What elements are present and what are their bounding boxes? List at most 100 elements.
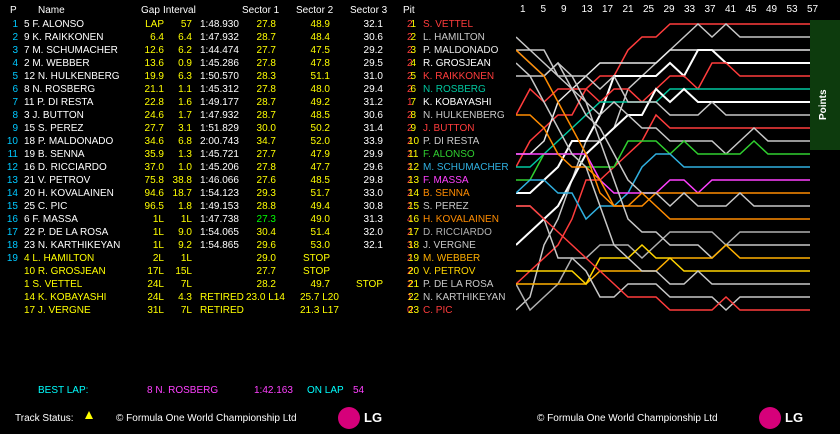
sector-1: 29.6: [256, 240, 276, 251]
interval: 38.8: [172, 175, 192, 186]
sector-1: 27.8: [256, 162, 276, 173]
interval: 6.3: [178, 71, 192, 82]
position: 3: [12, 45, 18, 56]
pit-stops: 2: [407, 32, 413, 43]
points-tab[interactable]: Points: [810, 20, 840, 150]
driver-name: 6 F. MASSA: [24, 214, 78, 225]
sector-3: 33.9: [363, 136, 383, 147]
driver-name: 14 K. KOBAYASHI: [24, 292, 107, 303]
interval: 6.8: [178, 136, 192, 147]
gap: 27.7: [144, 123, 164, 134]
copyright-right: © Formula One World Championship Ltd: [537, 413, 718, 424]
gap: 1L: [152, 240, 164, 251]
table-row: 15 25 C. PIC 96.5 1.8 1:49.153 28.8 49.4 30.8 2: [0, 200, 515, 213]
sector-2: 49.4: [310, 201, 330, 212]
track-status-warning-icon: [84, 410, 94, 424]
gap: 24L: [147, 279, 164, 290]
sector-2: 51.1: [310, 71, 330, 82]
sector-2: 52.0: [310, 136, 330, 147]
standing-driver: S. VETTEL: [423, 19, 474, 30]
pit-stops: 2: [407, 162, 413, 173]
lap-tick-label: 41: [725, 4, 737, 15]
points-label: Points: [818, 89, 829, 120]
standing-position: 4: [410, 58, 416, 69]
table-row: 7 11 P. DI RESTA 22.8 1.6 1:49.177 28.7 49.2 31…: [0, 96, 515, 109]
last-lap: 1:50.570: [200, 71, 239, 82]
position-trace: [516, 61, 810, 116]
driver-name: 7 M. SCHUMACHER: [24, 45, 118, 56]
header-pit: Pit: [403, 5, 415, 16]
pit-stops: 2: [407, 279, 413, 290]
driver-name: 15 S. PEREZ: [24, 123, 84, 134]
gap: 1L: [152, 227, 164, 238]
standing-position: 6: [410, 84, 416, 95]
sector-1: 28.2: [256, 279, 276, 290]
sector-3: 30.8: [363, 201, 383, 212]
best-lap-driver: 8 N. ROSBERG: [147, 385, 219, 396]
sector-2: 25.7 L20: [300, 292, 339, 303]
table-row: 14 K. KOBAYASHI 24L 4.3 RETIRED 23.0 L14 25.7…: [0, 291, 515, 304]
table-row: 4 2 M. WEBBER 13.6 0.9 1:45.286 27.8 47.8 29.5 2: [0, 57, 515, 70]
interval: 4.3: [178, 292, 192, 303]
lap-tick-label: 9: [561, 4, 567, 15]
sector-2: 47.5: [310, 45, 330, 56]
sector-1: 27.7: [256, 266, 276, 277]
last-lap: RETIRED: [200, 292, 244, 303]
sector-2: 21.3 L17: [300, 305, 339, 316]
position: 13: [6, 175, 18, 186]
position: 11: [7, 149, 18, 160]
pit-stops: 2: [407, 58, 413, 69]
sector-1: 28.7: [256, 32, 276, 43]
interval: 1L: [180, 253, 192, 264]
standing-driver: F. ALONSO: [423, 149, 475, 160]
sector-2: 49.7: [310, 279, 330, 290]
pit-stops: 2: [407, 227, 413, 238]
position: 2: [12, 32, 18, 43]
last-lap: 1:45.286: [200, 58, 239, 69]
sector-1: 28.3: [256, 71, 276, 82]
standing-position: 3: [410, 45, 416, 56]
standing-position: 14: [408, 188, 420, 199]
standing-position: 15: [408, 201, 420, 212]
pit-stops: 2: [407, 84, 413, 95]
table-row: 17 22 P. DE LA ROSA 1L 9.0 1:54.065 30.4 51.4 3…: [0, 226, 515, 239]
position: 1: [12, 19, 18, 30]
sector-3: 32.1: [363, 19, 383, 30]
position-trace: [516, 113, 810, 285]
position-trace: [516, 205, 810, 312]
driver-name: 17 J. VERGNE: [24, 305, 91, 316]
standing-position: 9: [410, 123, 416, 134]
pit-stops: 2: [407, 19, 413, 30]
position: 8: [12, 110, 18, 121]
standing-driver: D. RICCIARDO: [423, 227, 492, 238]
position: 15: [6, 201, 18, 212]
sector-3: 29.5: [363, 58, 383, 69]
table-row: 18 23 N. KARTHIKEYAN 1L 9.2 1:54.865 29.6 53.0…: [0, 239, 515, 252]
sector-3: 32.0: [363, 227, 383, 238]
last-lap: 1:45.721: [200, 149, 239, 160]
lg-logo-icon: [759, 407, 781, 429]
driver-name: 10 R. GROSJEAN: [24, 266, 106, 277]
table-row: 3 7 M. SCHUMACHER 12.6 6.2 1:44.474 27.7 47.5 2…: [0, 44, 515, 57]
standing-position: 21: [408, 279, 420, 290]
gap: 94.6: [144, 188, 164, 199]
standing-position: 16: [408, 214, 420, 225]
header-sector-2: Sector 2: [296, 5, 334, 16]
sector-2: STOP: [302, 253, 330, 264]
driver-name: 25 C. PIC: [24, 201, 68, 212]
interval: 3.1: [178, 123, 192, 134]
last-lap: 1:54.065: [200, 227, 239, 238]
position: 16: [6, 214, 18, 225]
pit-stops: 1: [407, 292, 413, 303]
last-lap: 1:45.206: [200, 162, 239, 173]
sector-2: 49.2: [310, 97, 330, 108]
interval: 15L: [175, 266, 192, 277]
position: 10: [6, 136, 18, 147]
last-lap: 1:49.177: [200, 97, 239, 108]
best-lap-label: BEST LAP:: [38, 385, 89, 396]
sector-1: 27.3: [256, 214, 276, 225]
pit-stops: 2: [407, 123, 413, 134]
standing-position: 2: [410, 32, 416, 43]
table-row: 14 20 H. KOVALAINEN 94.6 18.7 1:54.123 29.3 51…: [0, 187, 515, 200]
position-graph: [516, 22, 810, 312]
